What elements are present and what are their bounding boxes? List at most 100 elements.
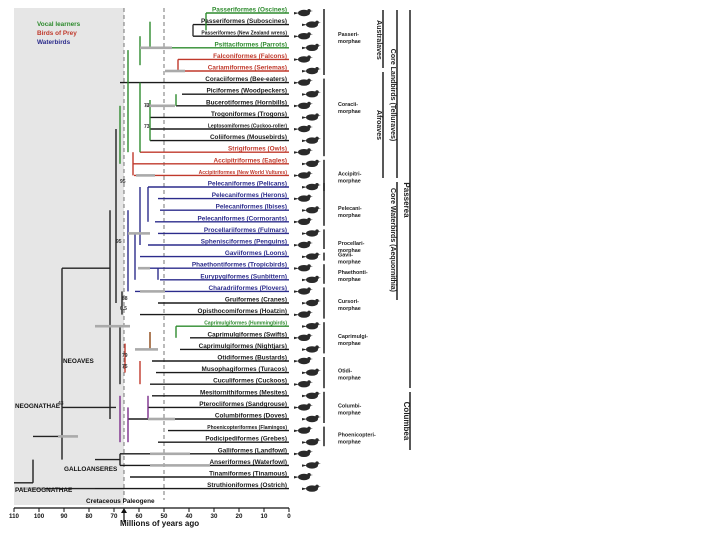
kpg-label: Cretaceous Paleogene [86, 498, 155, 505]
morph-label: Columbi- [338, 403, 362, 409]
bird-beak [318, 346, 321, 348]
bird-tail [302, 325, 307, 328]
bird-silhouette-icon [302, 252, 321, 260]
bird-silhouette-icon [294, 403, 313, 411]
taxon-label: Struthioniformes (Ostrich) [207, 482, 287, 489]
bird-tail [302, 371, 307, 375]
bird-silhouette-icon [294, 32, 313, 40]
bird-silhouette-icon [294, 241, 313, 249]
taxon-label: Procellariiformes (Fulmars) [204, 227, 287, 234]
bird-beak [310, 404, 313, 406]
taxon-label: Cuculiformes (Cuckoos) [213, 378, 287, 385]
bird-beak [318, 207, 321, 209]
bird-silhouette-icon [294, 449, 313, 457]
bird-beak [310, 474, 313, 476]
bird-tail [294, 197, 299, 201]
node-label-palaeognathae: PALAEOGNATHAE [15, 487, 73, 494]
bird-beak [310, 219, 313, 221]
bird-silhouette-icon [302, 322, 321, 330]
bird-silhouette-icon [302, 159, 321, 167]
bird-beak [318, 486, 321, 488]
bird-silhouette-icon [294, 380, 313, 388]
bird-head [315, 368, 319, 373]
axis-tick-label: 40 [186, 513, 193, 520]
bird-beak [310, 428, 313, 430]
bird-head [307, 55, 311, 59]
bird-head [315, 43, 319, 48]
taxon-label: Podicipediformes (Grebes) [205, 436, 287, 443]
bird-head [307, 101, 311, 106]
bird-beak [318, 45, 321, 47]
bird-beak [310, 335, 313, 337]
bird-beak [310, 242, 313, 244]
age-error-bar [58, 435, 78, 438]
legend-label: Waterbirds [37, 39, 71, 46]
bird-head [315, 275, 319, 280]
bird-beak [318, 370, 321, 372]
bird-beak [318, 184, 321, 186]
clade-label-columbea: Columbea [402, 402, 411, 441]
bird-silhouette-icon [294, 264, 313, 272]
bird-body [298, 265, 310, 272]
bird-tail [294, 174, 299, 177]
bird-silhouette-icon [302, 43, 321, 51]
bird-body [306, 114, 318, 121]
taxon-label: Passeriformes (Oscines) [212, 7, 287, 14]
age-error-bar [150, 464, 210, 467]
bird-tail [302, 186, 307, 189]
bird-silhouette-icon [294, 426, 313, 434]
axis-tick-label: 90 [61, 513, 68, 520]
taxon-label: Columbiformes (Doves) [215, 413, 287, 420]
taxon-label: Falconiformes (Falcons) [213, 53, 287, 60]
bird-silhouette-icon [294, 9, 313, 17]
taxon-label: Trogoniformes (Trogons) [211, 111, 287, 118]
age-error-bar [148, 417, 175, 421]
taxon-label: Pelecaniformes (Ibises) [216, 204, 287, 211]
bird-silhouette-icon [302, 391, 321, 399]
bird-tail [302, 441, 307, 444]
bird-tail [302, 348, 307, 351]
bird-silhouette-icon [294, 473, 313, 481]
bird-silhouette-icon [294, 194, 313, 202]
taxon-label: Caprimulgiformes (Nightjars) [199, 343, 287, 350]
bird-tail [302, 394, 307, 398]
age-error-bar [138, 266, 150, 270]
bird-silhouette-icon [302, 299, 321, 307]
bird-silhouette-icon [302, 461, 321, 469]
morph-label: morphae [338, 248, 361, 254]
bird-head [315, 461, 319, 466]
legend-label: Birds of Prey [37, 30, 77, 37]
bird-tail [302, 23, 307, 27]
bird-head [315, 299, 319, 303]
support-value: 43 [58, 401, 64, 407]
bird-head [315, 90, 319, 94]
bird-beak [318, 462, 321, 464]
bird-tail [294, 151, 299, 154]
axis-tick-label: 20 [236, 513, 243, 520]
bird-body [306, 91, 318, 98]
bird-beak [318, 22, 321, 24]
bird-body [306, 183, 318, 191]
bird-beak [310, 172, 313, 174]
bird-head [307, 333, 311, 338]
bird-beak [318, 254, 321, 256]
bird-silhouette-icon [302, 90, 321, 98]
support-value: 0.5 [120, 306, 127, 312]
clade-label-afroaves: Afroaves [375, 110, 382, 140]
bird-head [315, 183, 319, 187]
morph-label: morphae [338, 109, 361, 115]
taxon-label: Charadriiformes (Plovers) [209, 285, 288, 292]
bird-beak [310, 126, 313, 128]
morph-label: Gavii- [338, 253, 353, 259]
clade-label-core-landbirds: Core Landbirds (Telluraves) [389, 49, 396, 141]
bird-head [315, 67, 319, 71]
taxon-label: Galliformes (Landfowl) [218, 447, 287, 454]
bird-head [315, 136, 319, 141]
morph-label: Caprimulgi- [338, 334, 368, 340]
support-value: 88 [122, 296, 128, 302]
bird-beak [310, 33, 313, 35]
bird-tail [294, 476, 299, 479]
bird-body [306, 415, 318, 423]
taxon-label: Eurypygiformes (Sunbittern) [200, 273, 287, 280]
